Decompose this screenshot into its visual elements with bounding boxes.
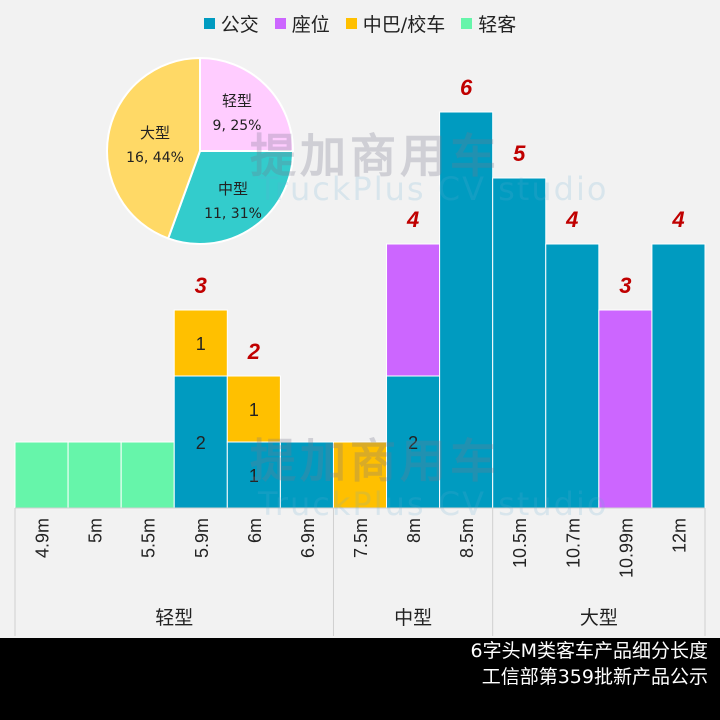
legend-item: 中巴/校车 [345, 10, 446, 37]
bar-segment [492, 177, 547, 509]
legend-label: 座位 [291, 14, 330, 36]
legend-label: 轻客 [478, 14, 517, 36]
x-tick-label: 8m [404, 518, 424, 543]
bar-segment [14, 441, 69, 509]
total-label: 4 [406, 207, 419, 232]
legend-label: 中巴/校车 [362, 14, 446, 36]
pie-label: 轻型 [222, 92, 252, 110]
group-label: 大型 [580, 607, 618, 629]
pie-slice [106, 56, 201, 240]
x-tick-label: 4.9m [33, 518, 53, 558]
bar-segment [332, 441, 388, 509]
total-label: 3 [619, 273, 631, 298]
x-tick-label: 8.5m [457, 518, 477, 558]
pie-slice [199, 56, 295, 152]
data-label: 1 [196, 334, 206, 354]
data-label: 2 [408, 433, 418, 453]
data-label: 1 [249, 466, 259, 486]
data-label: 1 [249, 400, 259, 420]
bar-segment [67, 441, 122, 509]
pie-label: 大型 [140, 124, 170, 142]
pie-value-label: 16, 44% [126, 150, 184, 166]
total-label: 5 [513, 141, 526, 166]
bar-segment [386, 243, 441, 377]
pie-label: 中型 [218, 180, 248, 198]
group-label: 中型 [394, 607, 432, 629]
total-label: 3 [195, 273, 207, 298]
legend-item: 轻客 [461, 10, 516, 37]
x-tick-label: 5.5m [139, 518, 159, 558]
x-tick-label: 6m [245, 518, 265, 543]
legend-label: 公交 [220, 14, 259, 36]
footer: 6字头M类客车产品细分长度 工信部第359批新产品公示 [0, 638, 720, 720]
legend-swatch [274, 18, 286, 29]
legend-swatch [345, 18, 357, 29]
x-tick-label: 12m [669, 518, 689, 553]
total-label: 2 [247, 339, 261, 364]
bar-segment [545, 243, 600, 509]
legend-swatch [461, 18, 473, 29]
x-tick-label: 6.9m [298, 518, 318, 558]
data-label: 2 [196, 433, 206, 453]
group-label: 轻型 [155, 607, 193, 629]
x-tick-label: 7.5m [351, 518, 371, 558]
legend-swatch [203, 18, 215, 29]
bar-segment [173, 375, 228, 509]
chart-svg: 4.9m 5m 5.5m 2 1 3 5.9m 1 1 2 6m 6.9m 7.5m 2 4 8m 6 8.5m 5… [14, 56, 706, 636]
bar-segment [598, 309, 653, 509]
total-label: 4 [671, 207, 684, 232]
x-tick-label: 5m [86, 518, 106, 543]
legend-item: 公交 [203, 10, 259, 37]
bar-segment [651, 243, 706, 509]
bar-segment [120, 441, 175, 509]
total-label: 4 [565, 207, 578, 232]
x-tick-label: 10.5m [510, 518, 530, 568]
x-tick-label: 10.99m [616, 518, 636, 578]
total-label: 6 [460, 75, 473, 100]
x-tick-label: 10.7m [563, 518, 583, 568]
bar-segment [279, 441, 334, 509]
bar-segment [439, 111, 494, 509]
pie-value-label: 9, 25% [213, 118, 262, 134]
footer-line1: 6字头M类客车产品细分长度 [470, 640, 708, 662]
legend-item: 座位 [274, 10, 330, 37]
pie-value-label: 11, 31% [204, 206, 262, 222]
legend: 公交 座位 中巴/校车 轻客 [0, 10, 720, 37]
bar-segment [173, 309, 228, 377]
footer-line2: 工信部第359批新产品公示 [481, 666, 708, 688]
bar-segment [226, 375, 281, 443]
pie-slice [166, 150, 295, 245]
x-tick-label: 5.9m [192, 518, 212, 558]
